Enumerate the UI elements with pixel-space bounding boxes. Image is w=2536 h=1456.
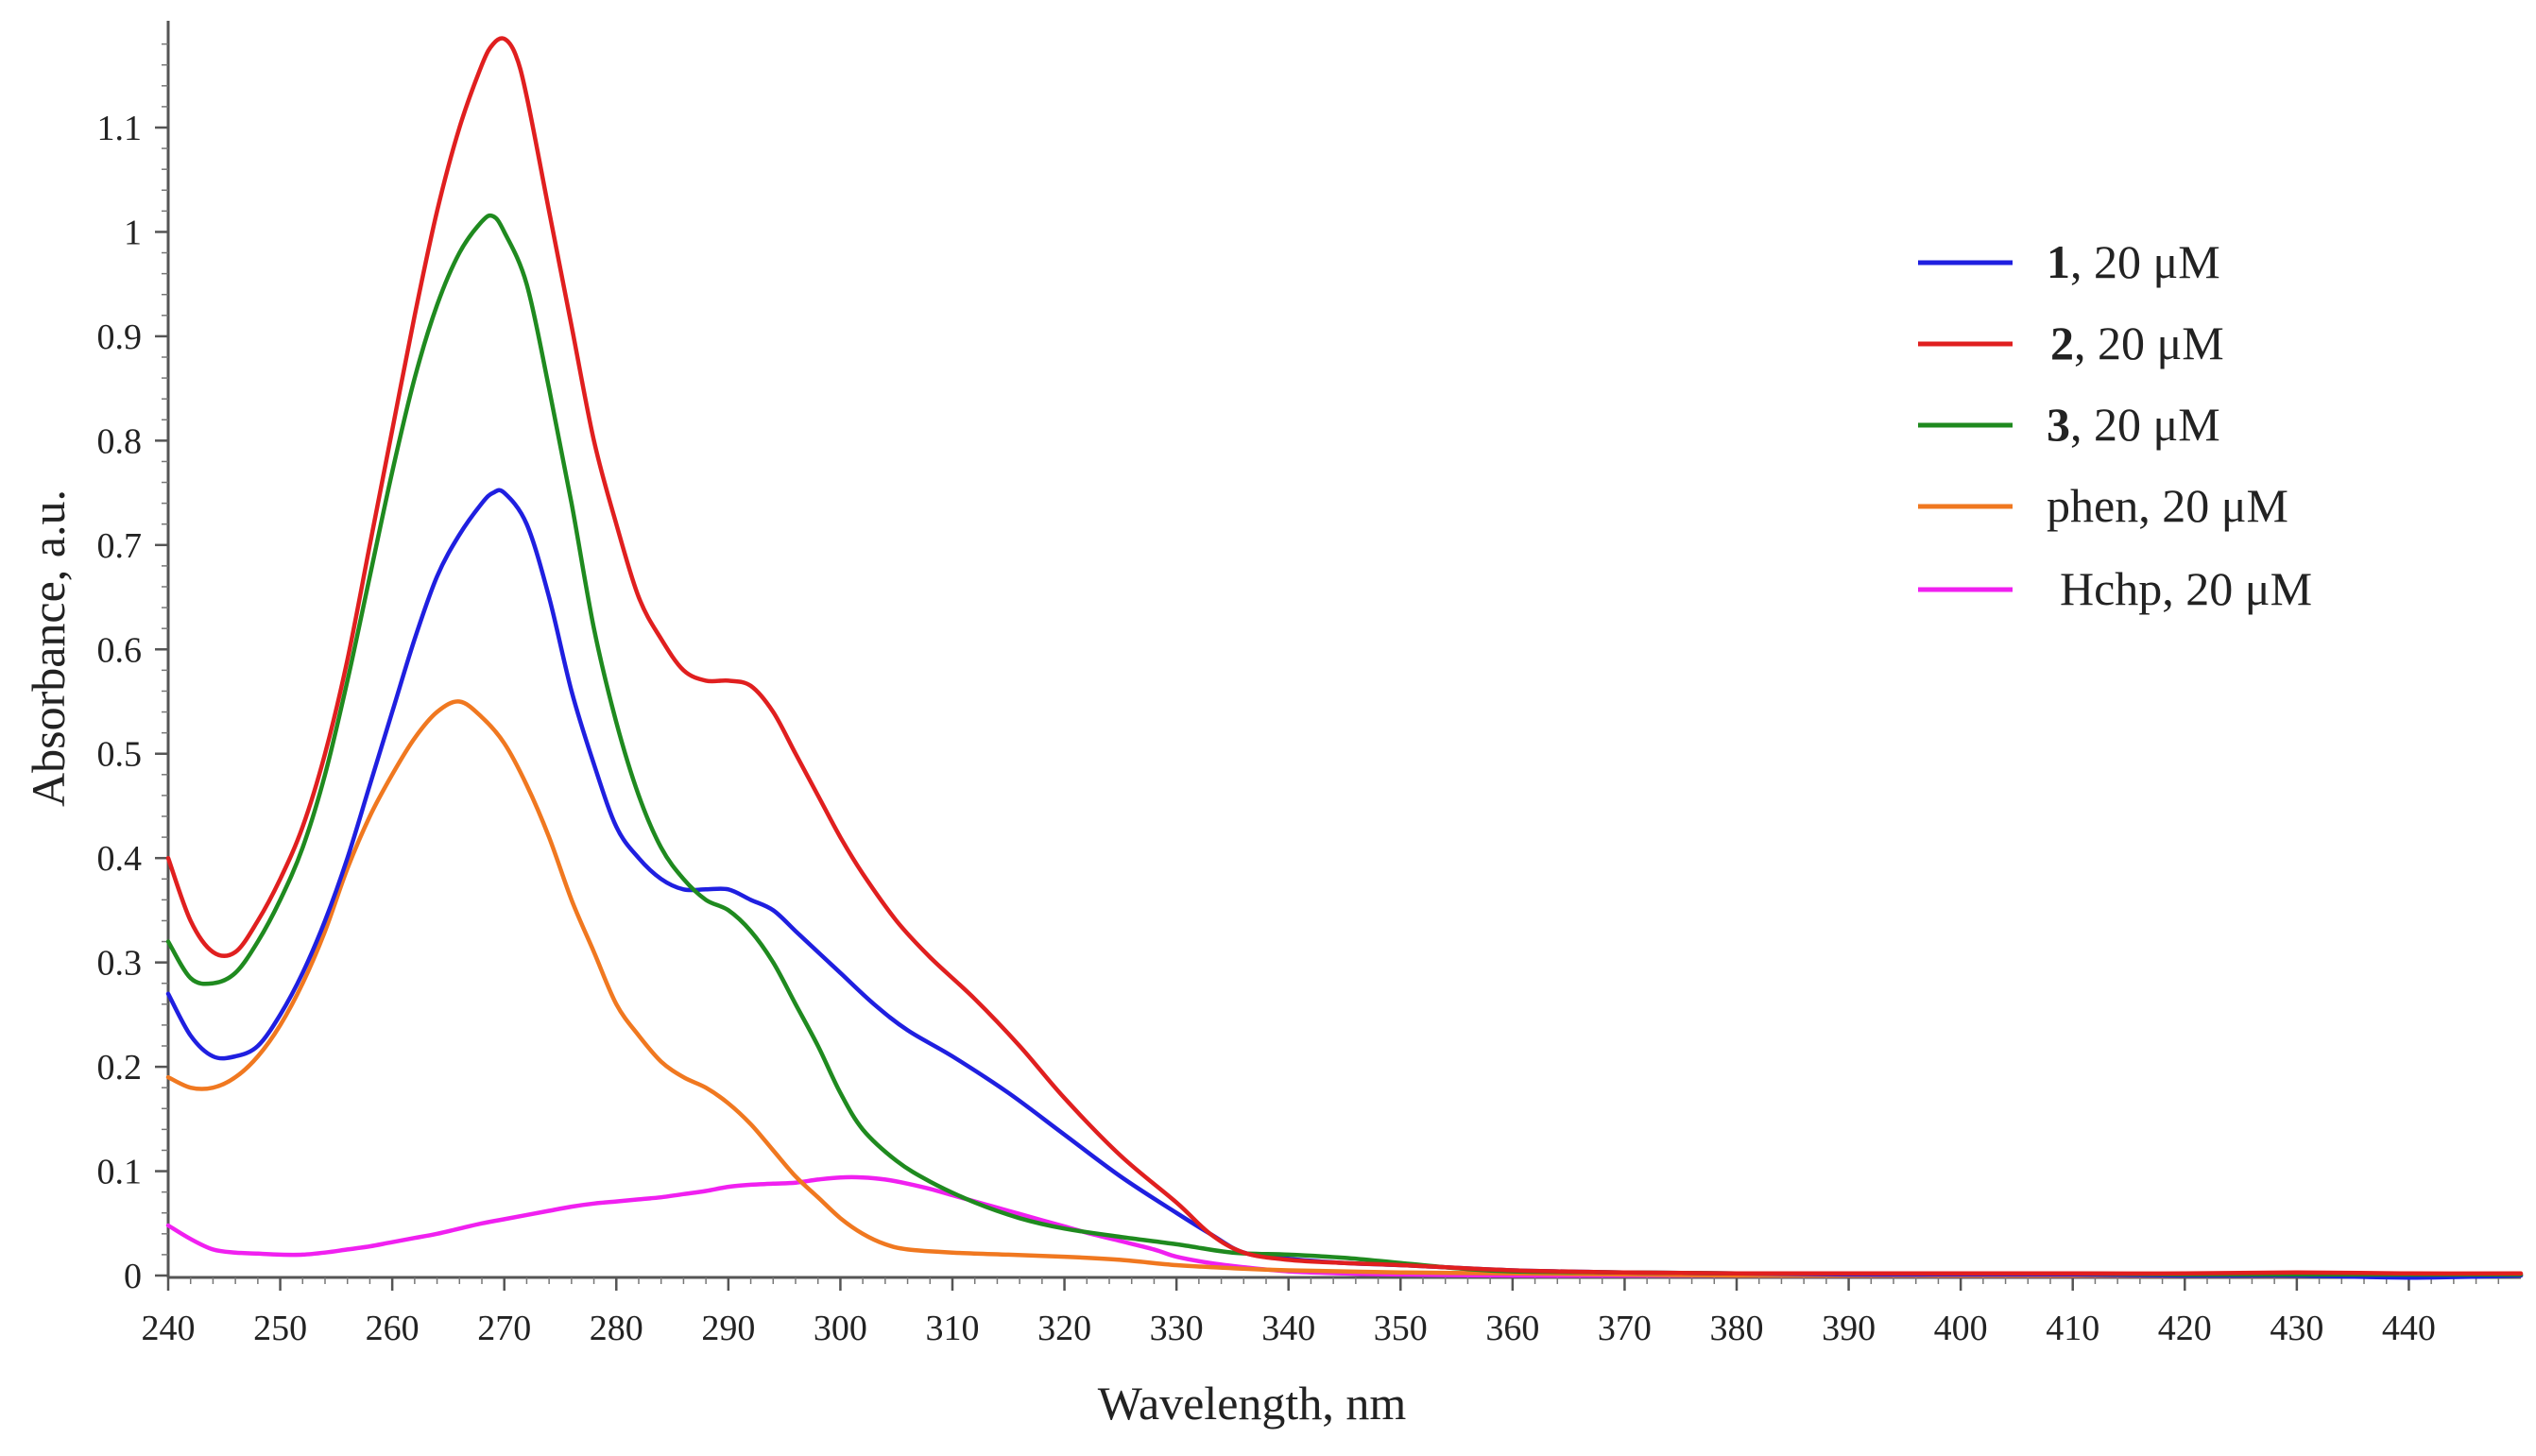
legend-label-number: 2 — [2050, 317, 2074, 369]
legend-label-3: 3, 20 μM — [2047, 398, 2220, 451]
y-tick-label: 1 — [124, 213, 142, 252]
y-tick-label: 0.7 — [97, 526, 143, 566]
legend-label-2: 2, 20 μM — [2050, 317, 2224, 369]
series-line-2 — [165, 36, 2524, 1276]
x-tick-label: 300 — [814, 1309, 867, 1348]
legend-label-text: , 20 μM — [2074, 317, 2224, 369]
legend-label-text: , 20 μM — [2070, 398, 2220, 451]
x-tick-label: 310 — [926, 1309, 980, 1348]
x-axis-title: Wavelength, nm — [1098, 1377, 1407, 1430]
legend-label-number: 3 — [2047, 398, 2070, 451]
x-tick-label: 440 — [2382, 1309, 2436, 1348]
series-line-4 — [165, 699, 2524, 1278]
x-tick-label: 240 — [142, 1309, 196, 1348]
x-tick-label: 420 — [2158, 1309, 2212, 1348]
legend-label-5: Hchp, 20 μM — [2060, 562, 2312, 615]
x-tick-label: 320 — [1037, 1309, 1091, 1348]
x-tick-label: 350 — [1374, 1309, 1428, 1348]
y-tick-label: 1.1 — [97, 109, 143, 148]
x-tick-label: 270 — [477, 1309, 531, 1348]
y-axis-title: Absorbance, a.u. — [22, 489, 75, 807]
x-tick-label: 340 — [1261, 1309, 1315, 1348]
x-tick-label: 360 — [1485, 1309, 1539, 1348]
x-tick-label: 290 — [701, 1309, 755, 1348]
y-tick-label: 0.3 — [97, 944, 143, 984]
x-tick-label: 410 — [2046, 1309, 2099, 1348]
legend-label-text: , 20 μM — [2070, 235, 2220, 288]
x-tick-label: 260 — [366, 1309, 420, 1348]
legend-label-4: phen, 20 μM — [2047, 479, 2288, 532]
x-tick-label: 370 — [1598, 1309, 1652, 1348]
y-tick-label: 0.4 — [97, 839, 143, 879]
x-tick-label: 330 — [1150, 1309, 1204, 1348]
legend-label-1: 1, 20 μM — [2047, 235, 2220, 288]
y-tick-label: 0.9 — [97, 317, 143, 357]
y-tick-label: 0 — [124, 1257, 142, 1296]
x-tick-label: 250 — [253, 1309, 307, 1348]
y-tick-label: 0.8 — [97, 421, 143, 461]
axes-group: 240 250 260 270 280 290 300 310 320 330 340 350 360 3… — [97, 21, 2521, 1348]
y-tick-label: 0.1 — [97, 1153, 143, 1192]
x-tick-label: 430 — [2270, 1309, 2323, 1348]
x-tick-label: 380 — [1710, 1309, 1764, 1348]
y-tick-label: 0.6 — [97, 630, 143, 670]
series-group — [165, 36, 2524, 1280]
y-tick-label: 0.5 — [97, 735, 143, 775]
x-tick-label: 280 — [590, 1309, 643, 1348]
x-tick-label: 400 — [1934, 1309, 1988, 1348]
legend-label-number: 1 — [2047, 235, 2070, 288]
series-line-3 — [165, 213, 2524, 1277]
x-tick-label: 390 — [1822, 1309, 1876, 1348]
y-tick-label: 0.2 — [97, 1048, 143, 1088]
